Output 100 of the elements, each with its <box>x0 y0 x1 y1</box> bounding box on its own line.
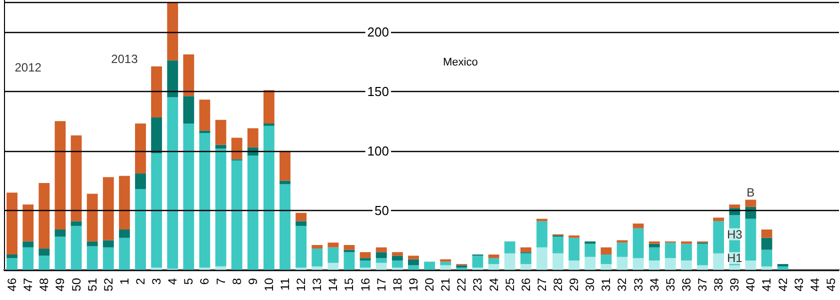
bar <box>761 230 772 238</box>
bar <box>167 2 178 60</box>
bar <box>408 256 419 260</box>
y-tick-label: 100 <box>367 143 389 158</box>
bar <box>440 265 452 270</box>
bar <box>713 253 724 270</box>
x-tick-label: 35 <box>663 278 678 292</box>
bar <box>151 153 162 268</box>
bar <box>167 97 178 269</box>
x-tick-label: 18 <box>390 278 404 292</box>
x-tick-label: 43 <box>792 278 806 292</box>
bar <box>199 130 210 134</box>
bar <box>263 90 274 124</box>
bar <box>54 230 66 237</box>
bar <box>632 224 644 228</box>
x-tick-label: 13 <box>310 278 324 292</box>
bar <box>568 238 580 260</box>
bar <box>215 266 226 270</box>
bar <box>102 247 114 270</box>
x-tick-label: 25 <box>502 278 517 292</box>
x-tick-label: 48 <box>37 278 52 292</box>
x-tick-label: 44 <box>808 278 822 292</box>
bar <box>6 254 18 258</box>
x-tick-label: 6 <box>198 278 212 285</box>
bar <box>504 253 516 270</box>
bar <box>296 221 307 226</box>
bar <box>536 221 548 248</box>
annotation: B <box>746 186 755 200</box>
bar <box>713 218 724 222</box>
x-tick-label: 41 <box>760 278 774 292</box>
x-tick-label: 11 <box>278 278 292 290</box>
x-tick-label: 23 <box>470 278 485 292</box>
bar <box>777 266 788 270</box>
bar <box>360 260 371 268</box>
bar <box>584 256 596 270</box>
text: Mexico <box>443 56 478 68</box>
bar <box>697 265 708 270</box>
bar <box>22 241 34 248</box>
bar <box>247 128 258 148</box>
bar <box>616 242 628 257</box>
bar <box>648 260 660 270</box>
bar <box>6 192 18 255</box>
bar <box>344 252 355 270</box>
x-tick-label: 16 <box>358 278 372 292</box>
x-tick-label: 4 <box>166 278 180 285</box>
bar <box>408 259 419 266</box>
bar <box>312 248 323 266</box>
x-tick-label: 34 <box>647 278 662 292</box>
bar <box>135 174 146 190</box>
bar <box>102 240 114 248</box>
bar <box>488 264 500 270</box>
x-tick-label: 14 <box>326 278 340 292</box>
bar <box>745 260 756 270</box>
x-tick-label: 52 <box>101 278 116 292</box>
x-tick-label: 9 <box>246 278 260 285</box>
bar <box>135 123 146 174</box>
bar <box>456 265 468 268</box>
bar <box>54 236 66 270</box>
bar <box>745 206 756 219</box>
x-tick-label: 1 <box>117 278 132 285</box>
x-tick-label: 24 <box>486 278 501 292</box>
x-tick-label: 45 <box>824 278 838 292</box>
bar <box>231 160 242 270</box>
bar <box>328 247 339 263</box>
bar <box>296 226 307 268</box>
bar <box>600 247 612 255</box>
bar <box>183 54 194 96</box>
bar <box>584 241 596 244</box>
bar <box>38 256 50 270</box>
bar <box>424 262 435 270</box>
bar <box>632 228 644 258</box>
bar <box>408 265 419 270</box>
bar <box>680 244 692 260</box>
bar <box>568 235 580 238</box>
bar <box>167 60 178 98</box>
x-tick-label: 8 <box>230 278 244 285</box>
bar <box>392 256 403 260</box>
y-tick-label: 150 <box>367 84 389 99</box>
bar <box>488 254 500 258</box>
bar <box>199 100 210 131</box>
bar <box>664 242 676 258</box>
bar <box>312 266 323 270</box>
x-tick-label: 31 <box>599 278 614 292</box>
x-tick-label: 12 <box>294 278 308 292</box>
bar <box>102 177 114 240</box>
x-tick-label: 32 <box>615 278 630 292</box>
bar <box>312 244 323 249</box>
x-tick-label: 42 <box>776 278 790 292</box>
bar <box>70 135 82 222</box>
x-tick-label: 2 <box>133 278 148 285</box>
bar <box>38 248 50 256</box>
bar <box>729 204 740 208</box>
bar <box>22 247 34 270</box>
x-tick-label: 3 <box>150 278 164 285</box>
bar <box>376 247 387 252</box>
bar <box>472 256 484 268</box>
bar <box>135 189 146 270</box>
bar <box>215 144 226 149</box>
bar <box>697 244 708 266</box>
bar <box>632 258 644 270</box>
